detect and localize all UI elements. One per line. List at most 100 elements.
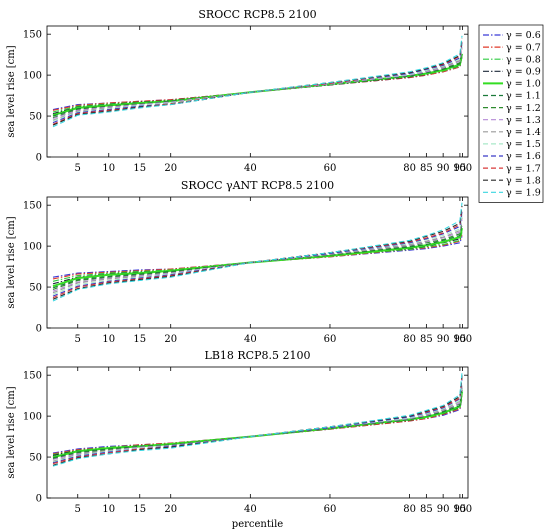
axes-frame	[46, 25, 469, 158]
chart-panel-3: LB18 RCP8.5 2100 sea level rise [cm] 0 50 10…	[6, 349, 472, 530]
series-lines	[52, 372, 463, 467]
x-tick-label: 80	[403, 504, 416, 515]
legend-label: γ = 0.7	[506, 42, 541, 53]
x-tick-label: 80	[403, 334, 416, 345]
x-tick-label: 100	[453, 163, 472, 174]
series-line	[52, 55, 463, 113]
legend-entry: γ = 1.6	[483, 151, 541, 162]
legend-label: γ = 1.0	[506, 79, 541, 90]
x-tick-label: 90	[437, 163, 450, 174]
legend-entry: γ = 1.1	[483, 91, 541, 102]
legend-label: γ = 1.7	[506, 163, 541, 174]
x-tick-label: 40	[244, 504, 257, 515]
series-line	[52, 387, 463, 460]
axes-frame	[46, 366, 469, 499]
x-tick-label: 20	[164, 334, 177, 345]
chart-panel-1: SROCC RCP8.5 2100 sea level rise [cm] 0 50 1…	[6, 8, 472, 174]
y-tick-label: 100	[23, 242, 42, 253]
panel-title: LB18 RCP8.5 2100	[205, 349, 311, 362]
series-line	[52, 202, 463, 302]
legend-entry: γ = 0.6	[483, 30, 541, 41]
x-tick-label: 10	[102, 504, 115, 515]
x-tick-label: 90	[437, 334, 450, 345]
x-tick-label: 95	[454, 504, 467, 515]
series-lines	[52, 202, 463, 302]
x-tick-label: 85	[420, 163, 433, 174]
x-tick-label: 20	[164, 504, 177, 515]
legend-entry: γ = 0.8	[483, 54, 541, 65]
series-line	[52, 50, 463, 119]
series-line	[52, 44, 463, 122]
legend-entry: γ = 1.2	[483, 103, 541, 114]
x-tick-label: 60	[324, 334, 337, 345]
y-tick-label: 150	[23, 371, 42, 382]
x-tick-label: 80	[403, 163, 416, 174]
legend-label: γ = 0.6	[506, 30, 541, 41]
series-line	[52, 56, 463, 111]
series-line	[52, 377, 463, 465]
x-tick-label: 95	[454, 163, 467, 174]
x-tick-label: 10	[102, 163, 115, 174]
series-line	[52, 53, 463, 117]
x-tick-label: 40	[244, 334, 257, 345]
series-line	[52, 224, 463, 289]
legend-entry: γ = 0.7	[483, 42, 541, 53]
legend-label: γ = 0.9	[506, 67, 541, 78]
legend-entry: γ = 1.0	[483, 79, 541, 90]
legend-label: γ = 1.4	[506, 127, 541, 138]
series-line	[52, 217, 463, 294]
y-tick-label: 100	[23, 412, 42, 423]
legend-label: γ = 1.2	[506, 103, 541, 114]
y-axis-label: sea level rise [cm]	[6, 216, 17, 308]
series-line	[52, 372, 463, 467]
x-tick-label: 20	[164, 163, 177, 174]
series-line	[52, 208, 463, 299]
x-tick-label: 90	[437, 504, 450, 515]
legend-label: γ = 1.6	[506, 151, 541, 162]
y-tick-label: 50	[29, 453, 42, 464]
series-line	[52, 398, 463, 454]
series-line	[52, 47, 463, 121]
y-tick-label: 150	[23, 201, 42, 212]
x-tick-label: 10	[102, 334, 115, 345]
legend-entry: γ = 1.4	[483, 127, 541, 138]
y-axis-label: sea level rise [cm]	[6, 45, 17, 137]
x-tick-label: 95	[454, 334, 467, 345]
series-line	[52, 205, 463, 300]
x-tick-label: 15	[133, 334, 146, 345]
panel-title: SROCC RCP8.5 2100	[198, 8, 316, 21]
x-tick-label: 40	[244, 163, 257, 174]
legend-entry: γ = 1.9	[483, 188, 541, 199]
x-tick-label: 5	[75, 163, 81, 174]
y-tick-label: 0	[36, 153, 42, 164]
series-line	[52, 229, 463, 285]
panel-title: SROCC γANT RCP8.5 2100	[181, 179, 334, 192]
y-axis-label: sea level rise [cm]	[6, 386, 17, 478]
legend-entry: γ = 1.7	[483, 163, 541, 174]
axes-frame	[46, 196, 469, 329]
legend-label: γ = 1.9	[506, 188, 541, 199]
legend-entry: γ = 1.5	[483, 139, 541, 150]
legend-entry: γ = 1.8	[483, 175, 541, 186]
y-tick-label: 0	[36, 494, 42, 505]
series-line	[52, 389, 463, 459]
series-line	[52, 236, 463, 278]
x-tick-label: 60	[324, 504, 337, 515]
y-tick-label: 50	[29, 112, 42, 123]
series-line	[52, 38, 463, 126]
legend-entry: γ = 0.9	[483, 67, 541, 78]
y-tick-label: 0	[36, 324, 42, 335]
series-line	[52, 391, 463, 459]
series-line	[52, 42, 463, 124]
legend-label: γ = 0.8	[506, 54, 541, 65]
series-line	[52, 52, 463, 117]
series-line	[52, 381, 463, 463]
series-line	[52, 379, 463, 464]
series-line	[52, 396, 463, 455]
x-tick-label: 60	[324, 163, 337, 174]
x-tick-label: 15	[133, 163, 146, 174]
legend: γ = 0.6γ = 0.7γ = 0.8γ = 0.9γ = 1.0γ = 1…	[478, 24, 544, 203]
y-tick-label: 100	[23, 71, 42, 82]
legend-label: γ = 1.3	[506, 115, 541, 126]
